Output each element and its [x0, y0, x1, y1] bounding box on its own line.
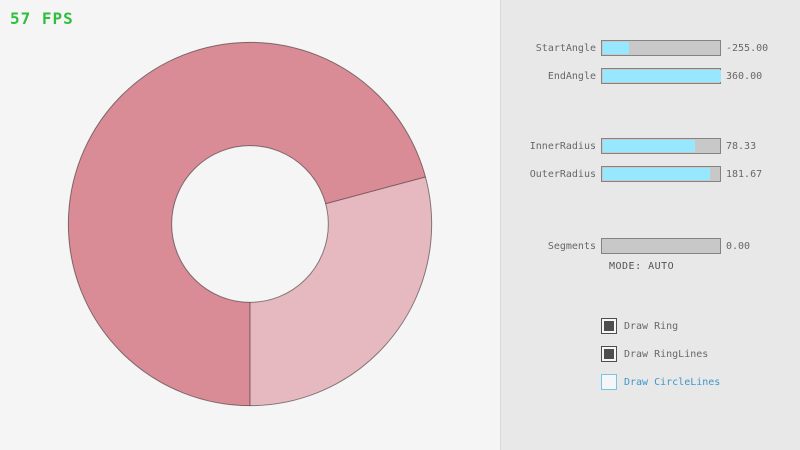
draw-ringlines-checkbox[interactable] [601, 346, 617, 362]
slider-fill [603, 168, 711, 180]
outerradius-row: OuterRadius 181.67 [501, 166, 800, 182]
innerradius-slider[interactable] [601, 138, 721, 154]
innerradius-value: 78.33 [726, 140, 757, 152]
innerradius-label: InnerRadius [529, 140, 596, 152]
draw-circlelines-row: Draw CircleLines [601, 374, 720, 390]
outerradius-value: 181.67 [726, 168, 763, 180]
draw-ringlines-row: Draw RingLines [601, 346, 708, 362]
controls-panel: StartAngle -255.00 EndAngle 360.00 Inner… [500, 0, 800, 450]
startangle-row: StartAngle -255.00 [501, 40, 800, 56]
draw-circlelines-label: Draw CircleLines [624, 376, 721, 388]
draw-ring-checkbox[interactable] [601, 318, 617, 334]
outerradius-label: OuterRadius [529, 168, 596, 180]
endangle-row: EndAngle 360.00 [501, 68, 800, 84]
fps-counter: 57 FPS [10, 9, 74, 28]
startangle-slider[interactable] [601, 40, 721, 56]
endangle-slider[interactable] [601, 68, 721, 84]
draw-circlelines-checkbox[interactable] [601, 374, 617, 390]
endangle-value: 360.00 [726, 70, 763, 82]
startangle-value: -255.00 [726, 42, 769, 54]
outerradius-slider[interactable] [601, 166, 721, 182]
slider-fill [603, 140, 696, 152]
innerradius-row: InnerRadius 78.33 [501, 138, 800, 154]
mode-indicator: MODE: AUTO [609, 261, 675, 272]
segments-slider[interactable] [601, 238, 721, 254]
segments-value: 0.00 [726, 240, 751, 252]
endangle-label: EndAngle [547, 70, 596, 82]
startangle-label: StartAngle [535, 42, 596, 54]
draw-ring-row: Draw Ring [601, 318, 678, 334]
slider-fill [603, 70, 721, 82]
draw-ring-label: Draw Ring [624, 320, 679, 332]
draw-ringlines-label: Draw RingLines [624, 348, 709, 360]
segments-label: Segments [547, 240, 596, 252]
ring-chart [67, 41, 433, 407]
slider-fill [603, 42, 629, 54]
segments-row: Segments 0.00 [501, 238, 800, 254]
